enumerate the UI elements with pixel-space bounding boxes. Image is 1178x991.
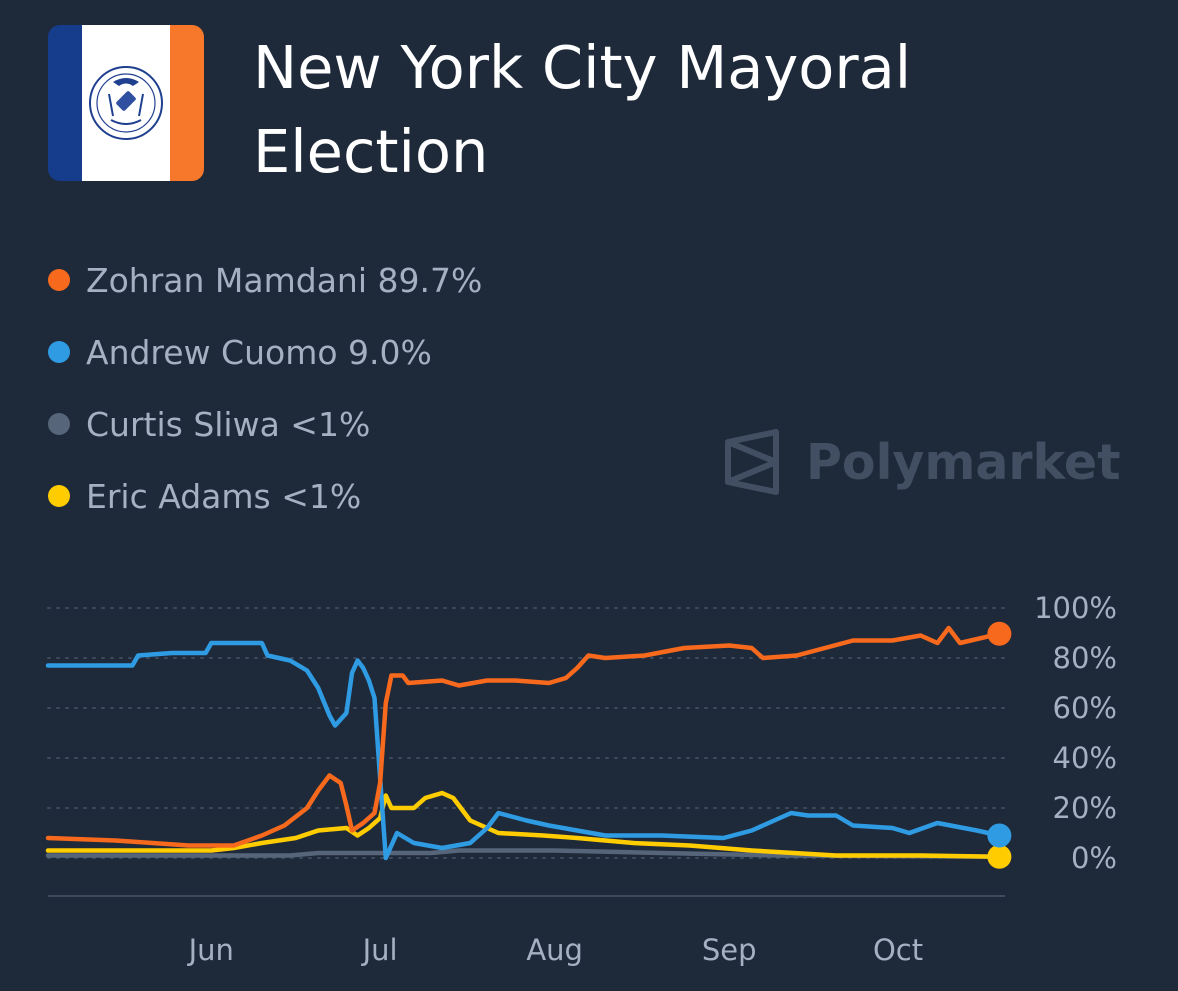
end-marker-cuomo: [987, 823, 1012, 848]
nyc-flag-logo: [48, 25, 204, 181]
flag-blue-stripe: [48, 25, 82, 181]
y-tick-label: 80%: [1053, 641, 1117, 675]
series-line-adams: [45, 790, 1002, 860]
y-tick-label: 60%: [1053, 691, 1117, 725]
legend-item-sliwa: Curtis Sliwa <1%: [48, 388, 482, 460]
legend-label-mamdani: Zohran Mamdani 89.7%: [86, 260, 483, 300]
end-marker-adams: [987, 844, 1012, 869]
legend-marker-sliwa: [48, 413, 70, 435]
page-title: New York City Mayoral Election: [253, 33, 912, 186]
y-tick-label: 100%: [1034, 591, 1117, 625]
x-tick-label: Jun: [187, 933, 234, 967]
legend-label-sliwa: Curtis Sliwa <1%: [86, 404, 371, 444]
x-tick-label: Jul: [361, 933, 398, 967]
polymarket-logo-icon: [725, 429, 779, 495]
legend-item-cuomo: Andrew Cuomo 9.0%: [48, 316, 482, 388]
price-history-chart: 100% 80% 60% 40% 20% 0% Jun Jul Aug Sep Oct: [45, 591, 1117, 967]
legend-marker-mamdani: [48, 269, 70, 291]
series-line-cuomo: [45, 640, 1002, 861]
series-line-mamdani: [45, 625, 1002, 848]
legend-label-cuomo: Andrew Cuomo 9.0%: [86, 332, 432, 372]
watermark-text: Polymarket: [806, 433, 1121, 491]
y-tick-label: 20%: [1053, 791, 1117, 825]
legend-marker-cuomo: [48, 341, 70, 363]
flag-orange-stripe: [170, 25, 204, 181]
y-tick-label: 0%: [1071, 841, 1117, 875]
polymarket-watermark: Polymarket: [724, 428, 1121, 496]
legend-label-adams: Eric Adams <1%: [86, 476, 362, 516]
x-tick-label: Oct: [873, 933, 923, 967]
legend-marker-adams: [48, 485, 70, 507]
legend-item-mamdani: Zohran Mamdani 89.7%: [48, 244, 482, 316]
legend-item-adams: Eric Adams <1%: [48, 460, 482, 532]
x-tick-label: Aug: [526, 933, 583, 967]
end-marker-mamdani: [987, 621, 1012, 646]
series-line-sliwa: [45, 848, 1002, 860]
y-tick-label: 40%: [1053, 741, 1117, 775]
flag-white-stripe: [82, 25, 170, 181]
chart-legend: Zohran Mamdani 89.7% Andrew Cuomo 9.0% C…: [48, 244, 482, 532]
nyc-seal-icon: [89, 66, 163, 140]
x-tick-label: Sep: [702, 933, 757, 967]
